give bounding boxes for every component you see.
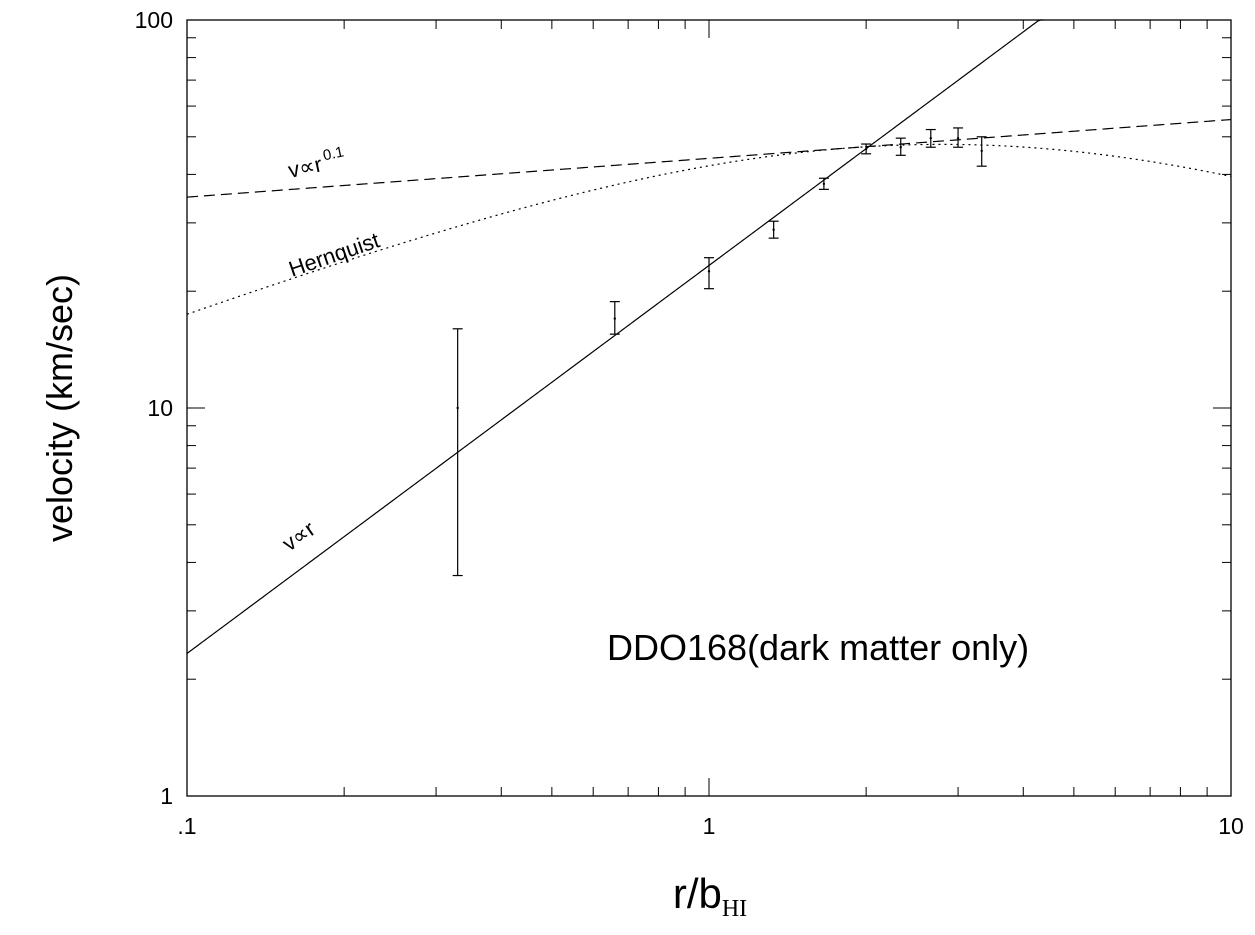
y-axis-title: velocity (km/sec) xyxy=(39,274,80,542)
data-point xyxy=(861,143,872,155)
data-marker xyxy=(899,146,902,149)
linear-law-label: v∝r xyxy=(278,516,320,556)
data-point xyxy=(925,128,936,148)
data-marker xyxy=(956,136,960,140)
data-marker xyxy=(929,136,932,140)
y-tick-label: 100 xyxy=(135,7,173,33)
plot-frame xyxy=(186,19,1232,797)
galaxy-annotation: DDO168(dark matter only) xyxy=(607,627,1029,668)
data-point xyxy=(818,177,829,190)
hernquist-label: Hernquist xyxy=(285,227,382,281)
power-law-label: v∝r0.1 xyxy=(285,143,347,182)
y-tick-label: 10 xyxy=(147,395,173,421)
data-point xyxy=(452,328,463,577)
data-point xyxy=(768,220,779,239)
linear-law-curve xyxy=(186,19,1044,654)
data-point xyxy=(704,257,714,290)
x-tick-label: 1 xyxy=(703,813,716,839)
x-axis-title: r/bHI xyxy=(673,870,747,922)
data-points xyxy=(452,127,987,577)
data-marker xyxy=(980,149,983,153)
data-marker xyxy=(613,317,617,320)
data-marker xyxy=(456,406,459,410)
data-point xyxy=(953,127,964,148)
data-marker xyxy=(772,228,775,231)
model-curves xyxy=(186,19,1232,654)
data-marker xyxy=(707,270,711,273)
axis-ticks xyxy=(186,19,1232,797)
data-point xyxy=(609,301,620,335)
data-point xyxy=(895,137,906,156)
y-tick-label: 1 xyxy=(160,783,173,809)
data-point xyxy=(976,136,987,167)
x-tick-label: 10 xyxy=(1218,813,1244,839)
x-tick-label: .1 xyxy=(177,813,196,839)
data-marker xyxy=(864,147,868,151)
power-law-curve xyxy=(186,118,1232,198)
data-marker xyxy=(822,182,826,186)
